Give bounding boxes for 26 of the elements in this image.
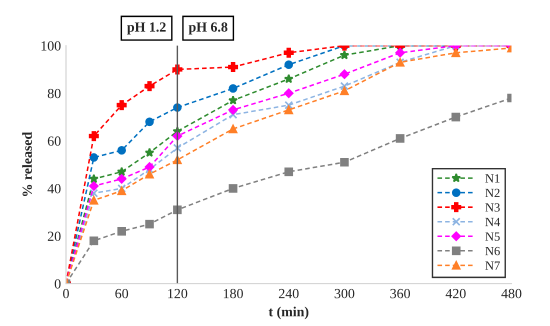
- legend-label: N4: [485, 218, 500, 226]
- legend-label: N3: [485, 203, 500, 212]
- y-tick-label: 40: [48, 184, 61, 194]
- text: pH 6.8: [188, 22, 228, 35]
- x-tick-label: 0: [63, 288, 69, 298]
- x-tick-label: 240: [278, 288, 299, 298]
- legend-label: N2: [485, 188, 500, 198]
- legend-label: N5: [485, 232, 500, 241]
- legend-label: N7: [485, 262, 500, 270]
- y-tick-label: 60: [48, 136, 61, 146]
- y-tick-label: 100: [42, 41, 61, 51]
- x-axis-title: t (min): [268, 306, 308, 320]
- text: pH 1.2: [127, 22, 166, 35]
- x-tick-label: 300: [334, 288, 354, 298]
- y-tick-label: 0: [54, 279, 61, 289]
- x-tick-label: 360: [390, 288, 410, 298]
- x-tick-label: 480: [501, 288, 522, 298]
- x-tick-label: 420: [446, 288, 466, 298]
- y-tick-label: 20: [48, 232, 61, 241]
- x-tick-label: 120: [168, 288, 188, 298]
- x-tick-label: 60: [115, 288, 128, 298]
- legend-label: N6: [485, 246, 500, 256]
- y-tick-label: 80: [48, 88, 61, 98]
- x-tick-label: 180: [224, 288, 243, 298]
- legend-label: N1: [485, 174, 500, 182]
- y-axis-title: % released: [22, 132, 32, 196]
